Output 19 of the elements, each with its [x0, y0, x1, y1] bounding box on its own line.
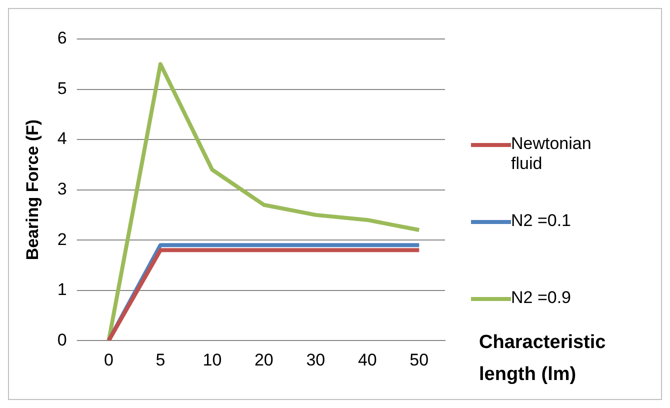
x-tick-label: 10	[202, 350, 222, 370]
legend-label: N2 =0.1	[511, 211, 572, 231]
x-tick-label: 30	[306, 350, 326, 370]
x-tick-label: 20	[254, 350, 274, 370]
y-tick-label: 3	[57, 179, 67, 198]
y-tick-label: 5	[57, 78, 67, 98]
y-tick-label: 0	[57, 330, 67, 350]
x-tick-label: 50	[410, 350, 429, 370]
y-tick-label: 4	[57, 129, 67, 148]
y-tick-label: 1	[57, 280, 67, 300]
y-tick-label: 6	[57, 28, 67, 48]
y-axis-title: Bearing Force (F)	[22, 119, 42, 260]
legend-label: N2 =0.9	[511, 288, 572, 308]
x-tick-label: 5	[156, 350, 166, 370]
legend-label: Newtonian fluid	[511, 134, 592, 174]
x-axis-title: Characteristic length (lm)	[479, 331, 607, 387]
x-tick-label: 40	[358, 350, 377, 370]
x-tick-label: 0	[104, 350, 114, 370]
y-tick-label: 2	[57, 230, 67, 249]
